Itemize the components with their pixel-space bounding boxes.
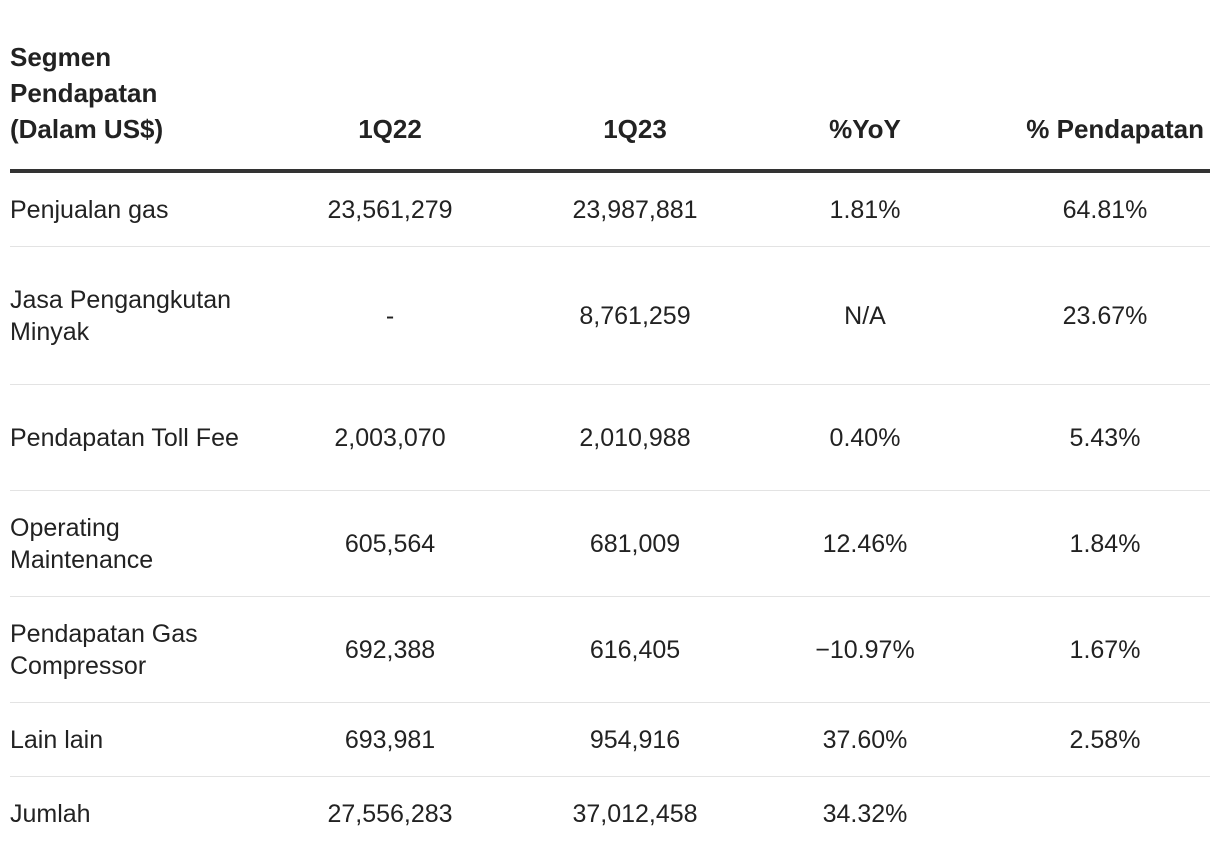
segment-name: Jumlah bbox=[10, 800, 91, 828]
table-row: Penjualan gas 23,561,279 23,987,881 1.81… bbox=[10, 173, 1210, 247]
header-1q22: 1Q22 bbox=[358, 114, 422, 144]
table-row: Jasa Pengangkutan Minyak - 8,761,259 N/A… bbox=[10, 247, 1210, 385]
value-1q23: 23,987,881 bbox=[572, 195, 698, 224]
value-1q23: 8,761,259 bbox=[579, 301, 691, 330]
value-revenue-share: 64.81% bbox=[1062, 195, 1148, 224]
segment-name: Pendapatan Toll Fee bbox=[10, 423, 239, 452]
value-1q22: 692,388 bbox=[344, 635, 436, 664]
segment-name: Penjualan gas bbox=[10, 195, 169, 224]
segment-name: Operating Maintenance bbox=[10, 513, 154, 574]
value-1q23: 37,012,458 bbox=[572, 800, 698, 828]
segment-name: Pendapatan Gas Compressor bbox=[10, 619, 198, 680]
value-yoy: 1.81% bbox=[829, 195, 901, 224]
value-revenue-share: 1.67% bbox=[1069, 635, 1141, 664]
value-yoy: 37.60% bbox=[822, 725, 908, 754]
value-1q22: 27,556,283 bbox=[327, 800, 453, 828]
value-1q22: 23,561,279 bbox=[327, 195, 453, 224]
value-revenue-share: 2.58% bbox=[1069, 725, 1141, 754]
header-revenue-share: % Pendapatan bbox=[1026, 114, 1204, 144]
value-revenue-share: 23.67% bbox=[1062, 301, 1148, 330]
value-yoy: 12.46% bbox=[822, 529, 908, 558]
value-yoy: N/A bbox=[844, 301, 886, 330]
header-yoy: %YoY bbox=[829, 114, 901, 144]
header-1q23: 1Q23 bbox=[603, 114, 667, 144]
value-1q22: 605,564 bbox=[344, 529, 436, 558]
table-row: Operating Maintenance 605,564 681,009 12… bbox=[10, 491, 1210, 597]
table-row: Pendapatan Gas Compressor 692,388 616,40… bbox=[10, 597, 1210, 703]
value-yoy: −10.97% bbox=[815, 635, 915, 664]
value-1q22: 2,003,070 bbox=[334, 423, 446, 452]
value-revenue-share: 5.43% bbox=[1069, 423, 1141, 452]
value-1q23: 616,405 bbox=[589, 635, 681, 664]
table-header-row: Segmen Pendapatan (Dalam US$) 1Q22 1Q23 … bbox=[10, 0, 1210, 173]
value-1q23: 681,009 bbox=[589, 529, 681, 558]
segment-name: Jasa Pengangkutan Minyak bbox=[10, 285, 232, 346]
value-revenue-share: 1.84% bbox=[1069, 529, 1141, 558]
table-total-row: Jumlah 27,556,283 37,012,458 34.32% bbox=[10, 777, 1210, 851]
value-1q23: 954,916 bbox=[589, 725, 681, 754]
value-yoy: 0.40% bbox=[829, 423, 901, 452]
header-segment: Segmen Pendapatan (Dalam US$) bbox=[10, 42, 164, 144]
revenue-segment-table: Segmen Pendapatan (Dalam US$) 1Q22 1Q23 … bbox=[10, 0, 1210, 851]
value-1q22: - bbox=[385, 301, 395, 330]
value-1q23: 2,010,988 bbox=[579, 423, 691, 452]
table-row: Lain lain 693,981 954,916 37.60% 2.58% bbox=[10, 703, 1210, 777]
value-1q22: 693,981 bbox=[344, 725, 436, 754]
table-row: Pendapatan Toll Fee 2,003,070 2,010,988 … bbox=[10, 385, 1210, 491]
segment-name: Lain lain bbox=[10, 725, 104, 754]
value-yoy: 34.32% bbox=[822, 800, 908, 828]
